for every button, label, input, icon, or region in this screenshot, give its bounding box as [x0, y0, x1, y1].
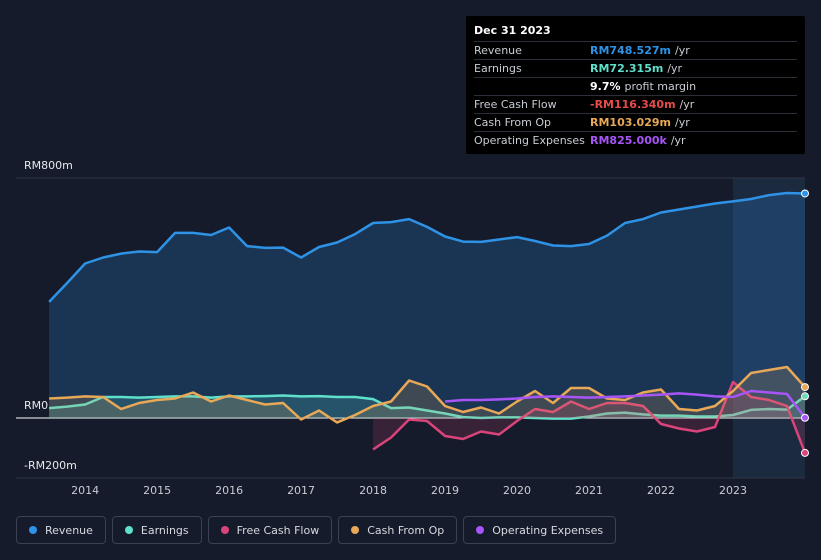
tooltip-row: Free Cash Flow -RM116.340m/yr [474, 95, 797, 113]
series-line [444, 389, 806, 419]
tooltip-value: RM825.000k [590, 134, 667, 147]
y-tick-label: RM0 [24, 399, 48, 412]
x-tick-label: 2022 [647, 484, 675, 497]
tooltip-value: RM103.029m [590, 116, 671, 129]
end-point [801, 189, 809, 198]
tooltip-unit: /yr [667, 62, 683, 75]
tooltip-unit: /yr [679, 98, 695, 111]
x-tick-label: 2021 [575, 484, 603, 497]
tooltip-row: Operating Expenses RM825.000k/yr [474, 131, 797, 149]
end-point [801, 392, 809, 401]
y-tick-label: RM800m [24, 159, 73, 172]
tooltip-label: Operating Expenses [474, 134, 585, 147]
series-area [49, 193, 805, 418]
legend-item[interactable]: Operating Expenses [463, 516, 617, 544]
tooltip-row: Earnings RM72.315m/yr [474, 59, 797, 77]
tooltip-value: RM72.315m [590, 62, 664, 75]
legend-label: Cash From Op [367, 523, 445, 537]
tooltip-unit: /yr [670, 134, 686, 147]
tooltip-row: Revenue RM748.527m/yr [474, 41, 797, 59]
tooltip-unit: /yr [674, 116, 690, 129]
tooltip-value: RM748.527m [590, 44, 671, 57]
legend-label: Operating Expenses [492, 523, 604, 537]
legend-label: Free Cash Flow [236, 523, 320, 537]
chart: RM800m RM0 -RM200m 2014 2015 2016 2017 2018 2019… [16, 159, 809, 497]
tooltip-label: Revenue [474, 44, 522, 57]
legend-swatch [29, 526, 37, 534]
legend-item[interactable]: Earnings [111, 516, 202, 544]
legend-swatch [124, 526, 133, 534]
tooltip-row: 9.7% profit margin [474, 77, 797, 95]
x-tick-label: 2020 [503, 484, 531, 497]
end-point [801, 383, 809, 392]
forecast-region [733, 178, 805, 478]
x-tick-label: 2019 [431, 484, 459, 497]
tooltip-label: Free Cash Flow [474, 98, 557, 111]
legend-item[interactable]: Revenue [16, 516, 106, 544]
x-tick-label: 2014 [71, 484, 99, 497]
series-area [373, 382, 805, 453]
series-area [49, 367, 805, 423]
legend-label: Earnings [140, 523, 189, 537]
x-tick-label: 2023 [719, 484, 747, 497]
series-area [49, 395, 805, 419]
series-line [372, 380, 807, 454]
tooltip-label: Cash From Op [474, 116, 552, 129]
legend-swatch [476, 526, 485, 534]
series-line [48, 191, 806, 303]
x-tick-label: 2015 [143, 484, 171, 497]
tooltip-title: Dec 31 2023 [474, 24, 551, 37]
legend: Revenue Earnings Free Cash Flow Cash From O… [16, 516, 617, 544]
tooltip-value: 9.7% [590, 80, 621, 93]
legend-label: Revenue [45, 523, 93, 537]
legend-item[interactable]: Free Cash Flow [207, 516, 333, 544]
tooltip-unit: /yr [674, 44, 690, 57]
tooltip: Dec 31 2023 Revenue RM748.527m/yr Earnings R… [466, 16, 805, 154]
series-line [49, 394, 806, 420]
end-point [801, 448, 809, 457]
tooltip-row: Cash From Op RM103.029m/yr [474, 113, 797, 131]
legend-item[interactable]: Cash From Op [338, 516, 458, 544]
end-point [801, 413, 809, 422]
x-tick-label: 2018 [359, 484, 387, 497]
x-tick-label: 2017 [287, 484, 315, 497]
x-tick-label: 2016 [215, 484, 243, 497]
tooltip-unit: profit margin [624, 80, 697, 93]
legend-swatch [220, 526, 229, 534]
series-line [49, 365, 806, 424]
y-tick-label: -RM200m [24, 459, 77, 472]
legend-swatch [351, 526, 360, 534]
tooltip-value: -RM116.340m [590, 98, 676, 111]
tooltip-label: Earnings [474, 62, 522, 75]
